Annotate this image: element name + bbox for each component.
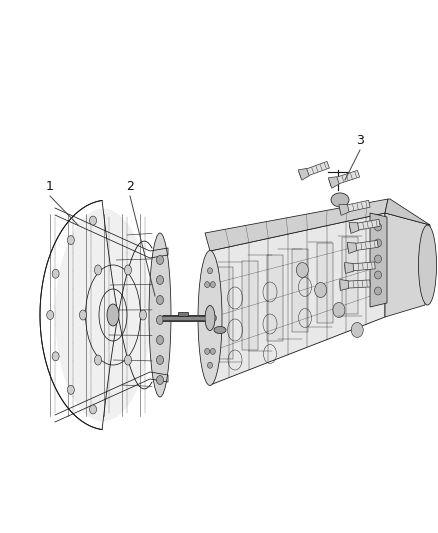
- Ellipse shape: [198, 251, 222, 385]
- Ellipse shape: [55, 208, 151, 422]
- Ellipse shape: [89, 216, 96, 225]
- Ellipse shape: [205, 281, 210, 288]
- Ellipse shape: [149, 233, 171, 397]
- Polygon shape: [345, 262, 375, 271]
- Polygon shape: [350, 220, 380, 231]
- FancyBboxPatch shape: [292, 249, 308, 332]
- Ellipse shape: [214, 327, 226, 334]
- Ellipse shape: [204, 315, 208, 321]
- Ellipse shape: [374, 239, 381, 247]
- Ellipse shape: [374, 223, 381, 231]
- Ellipse shape: [205, 305, 215, 330]
- Polygon shape: [385, 213, 430, 317]
- Ellipse shape: [95, 265, 102, 275]
- Polygon shape: [370, 213, 387, 307]
- Polygon shape: [340, 280, 370, 288]
- Polygon shape: [178, 312, 188, 316]
- Ellipse shape: [208, 268, 212, 274]
- Ellipse shape: [374, 271, 381, 279]
- Ellipse shape: [210, 349, 215, 354]
- Ellipse shape: [52, 269, 59, 278]
- Ellipse shape: [314, 282, 327, 297]
- Ellipse shape: [156, 255, 163, 264]
- FancyBboxPatch shape: [267, 255, 283, 341]
- Ellipse shape: [212, 315, 216, 321]
- Polygon shape: [328, 177, 339, 188]
- Ellipse shape: [124, 265, 131, 275]
- Polygon shape: [340, 279, 349, 290]
- Polygon shape: [210, 213, 385, 385]
- Polygon shape: [349, 223, 359, 233]
- Ellipse shape: [331, 193, 349, 207]
- Polygon shape: [329, 171, 360, 187]
- Ellipse shape: [156, 276, 163, 285]
- Ellipse shape: [210, 281, 215, 288]
- Ellipse shape: [95, 355, 102, 365]
- Polygon shape: [339, 200, 370, 213]
- Ellipse shape: [205, 349, 210, 354]
- Polygon shape: [205, 199, 388, 251]
- Ellipse shape: [374, 287, 381, 295]
- Polygon shape: [385, 199, 430, 225]
- Ellipse shape: [139, 310, 146, 320]
- Polygon shape: [347, 240, 378, 252]
- Polygon shape: [347, 243, 357, 254]
- Ellipse shape: [107, 304, 119, 326]
- Ellipse shape: [67, 385, 74, 394]
- Polygon shape: [339, 205, 349, 215]
- Ellipse shape: [208, 362, 212, 368]
- Ellipse shape: [351, 322, 363, 337]
- Polygon shape: [345, 263, 354, 273]
- Ellipse shape: [418, 225, 437, 305]
- Text: 3: 3: [356, 134, 364, 147]
- Ellipse shape: [156, 356, 163, 365]
- Text: 1: 1: [46, 180, 54, 193]
- FancyBboxPatch shape: [342, 237, 358, 314]
- FancyBboxPatch shape: [317, 243, 333, 323]
- Ellipse shape: [47, 311, 54, 319]
- Polygon shape: [299, 161, 329, 179]
- Ellipse shape: [297, 262, 308, 278]
- Ellipse shape: [156, 335, 163, 344]
- Ellipse shape: [374, 255, 381, 263]
- Ellipse shape: [89, 405, 96, 414]
- Ellipse shape: [156, 376, 163, 384]
- Text: 2: 2: [126, 180, 134, 193]
- Ellipse shape: [156, 316, 163, 325]
- Ellipse shape: [124, 355, 131, 365]
- Ellipse shape: [80, 310, 86, 320]
- FancyBboxPatch shape: [242, 261, 258, 350]
- FancyBboxPatch shape: [217, 268, 233, 359]
- Ellipse shape: [52, 352, 59, 361]
- Polygon shape: [298, 168, 309, 180]
- Ellipse shape: [156, 295, 163, 304]
- Ellipse shape: [67, 236, 74, 245]
- Ellipse shape: [333, 303, 345, 318]
